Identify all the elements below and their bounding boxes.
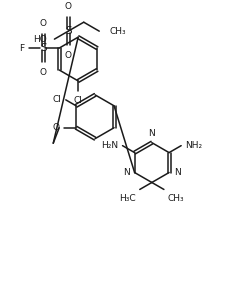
Text: Cl: Cl bbox=[73, 96, 82, 105]
Text: O: O bbox=[52, 123, 59, 132]
Text: H₂N: H₂N bbox=[101, 141, 118, 150]
Text: N: N bbox=[148, 129, 155, 138]
Text: H₃C: H₃C bbox=[119, 194, 135, 203]
Text: CH₃: CH₃ bbox=[109, 27, 125, 36]
Text: N: N bbox=[173, 168, 180, 177]
Text: O: O bbox=[40, 19, 47, 28]
Text: S: S bbox=[40, 43, 46, 53]
Text: CH₃: CH₃ bbox=[167, 194, 184, 203]
Text: N: N bbox=[122, 168, 129, 177]
Text: O: O bbox=[64, 51, 71, 60]
Text: NH₂: NH₂ bbox=[184, 141, 201, 150]
Text: O: O bbox=[40, 68, 47, 77]
Text: O: O bbox=[64, 2, 71, 11]
Text: S: S bbox=[65, 26, 71, 36]
Text: HO: HO bbox=[33, 35, 46, 43]
Text: F: F bbox=[19, 43, 24, 53]
Text: Cl: Cl bbox=[53, 95, 61, 104]
